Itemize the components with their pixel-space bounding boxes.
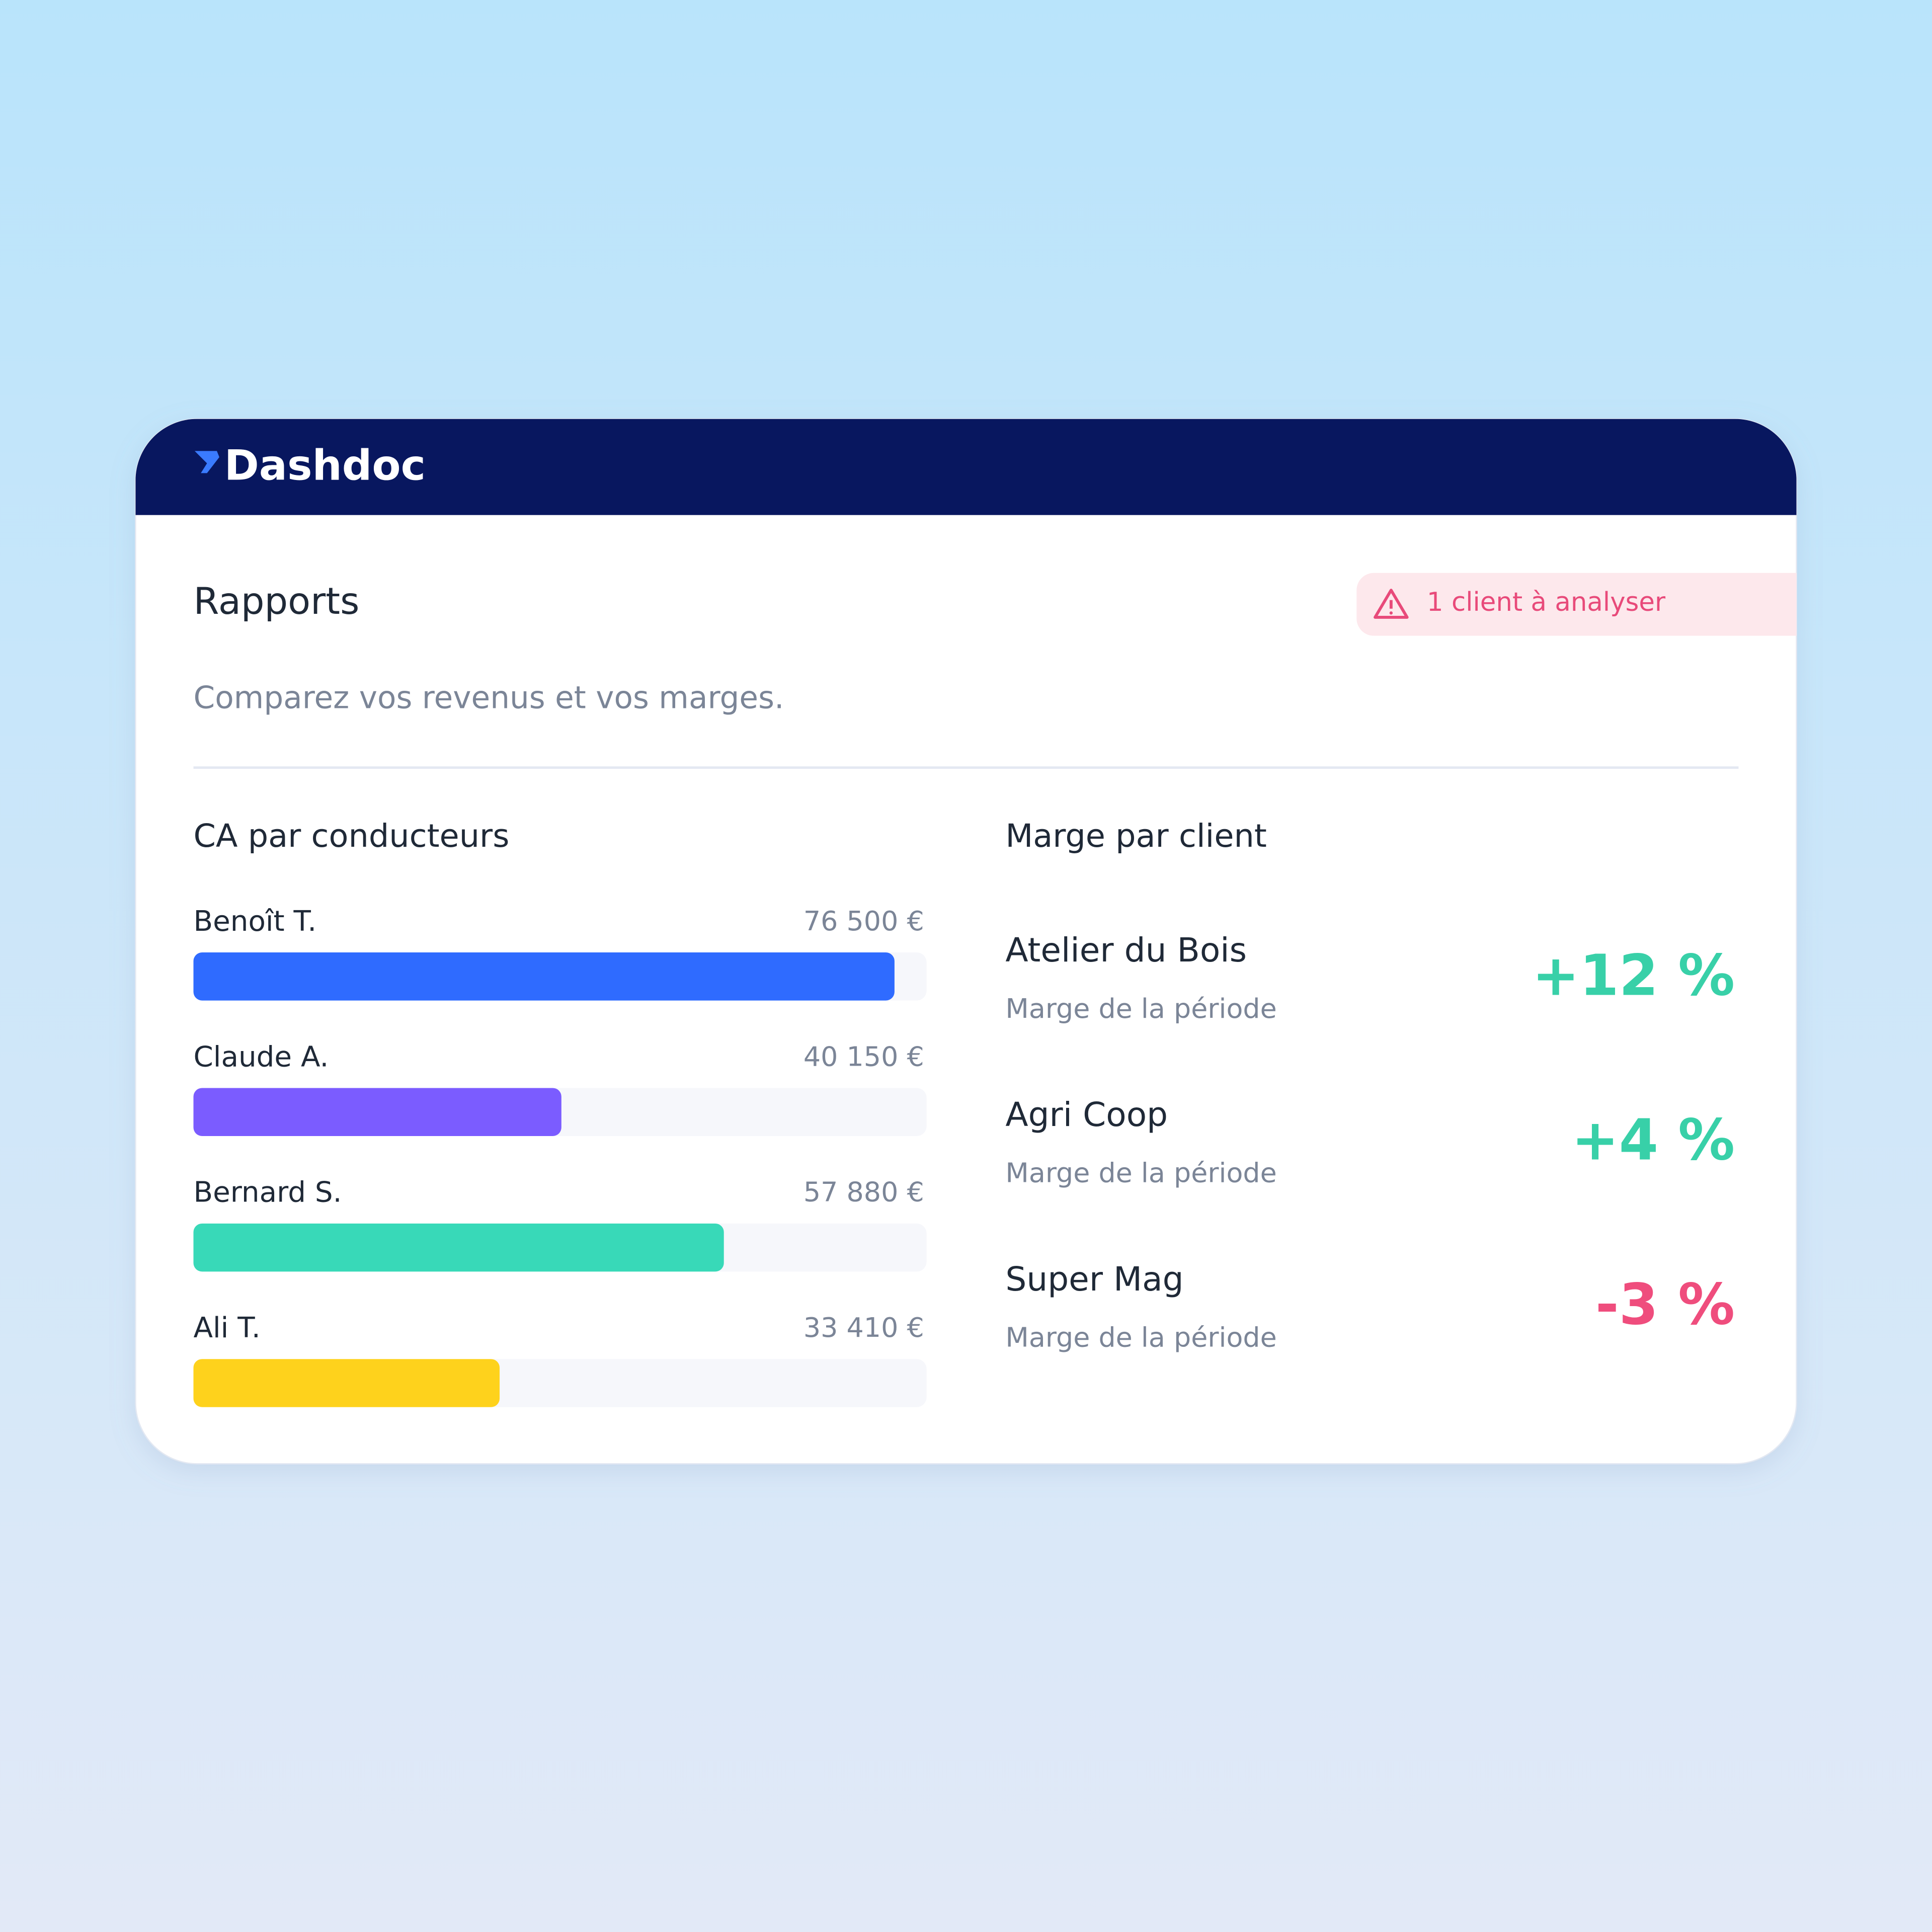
value-label: 76 500 € [803, 905, 924, 937]
subtitle: Comparez vos revenus et vos marges. [193, 680, 784, 716]
brand: Dashdoc [224, 441, 426, 490]
card-content: Dashdoc Rapports 1 client à analyser [135, 419, 1849, 636]
alert-icon-dot [1389, 611, 1393, 615]
bar [193, 1359, 500, 1407]
alert-pill[interactable] [1356, 573, 1849, 636]
header-bar [135, 419, 1797, 515]
bar [193, 1088, 561, 1136]
client-margin: -3 % [1595, 1271, 1735, 1338]
client-margin: +4 % [1571, 1107, 1735, 1173]
driver-name: Claude A. [193, 1040, 329, 1073]
value-label: 33 410 € [803, 1312, 924, 1343]
bar [193, 1223, 724, 1272]
alert-icon [1374, 589, 1409, 619]
driver-name: Ali T. [193, 1312, 260, 1344]
client-margin: +12 % [1532, 942, 1735, 1009]
driver-name: Bernard S. [193, 1176, 342, 1209]
bar [193, 952, 895, 1001]
driver-name: Benoît T. [193, 905, 316, 938]
alert-text[interactable]: 1 client à analyser [1427, 587, 1666, 617]
value-label: 57 880 € [803, 1176, 924, 1208]
value-label: 40 150 € [803, 1040, 924, 1072]
client-caption: Marge de la période [1005, 1157, 1276, 1189]
client-name: Agri Coop [1005, 1095, 1168, 1134]
chart-title: CA par conducteurs [193, 818, 509, 855]
client-name: Atelier du Bois [1005, 931, 1247, 970]
client-name: Super Mag [1005, 1260, 1183, 1299]
page-title: Rapports [193, 580, 359, 623]
margins-title: Marge par client [1005, 818, 1266, 855]
client-caption: Marge de la période [1005, 993, 1276, 1024]
client-caption: Marge de la période [1005, 1322, 1276, 1353]
logo-icon [194, 451, 219, 473]
